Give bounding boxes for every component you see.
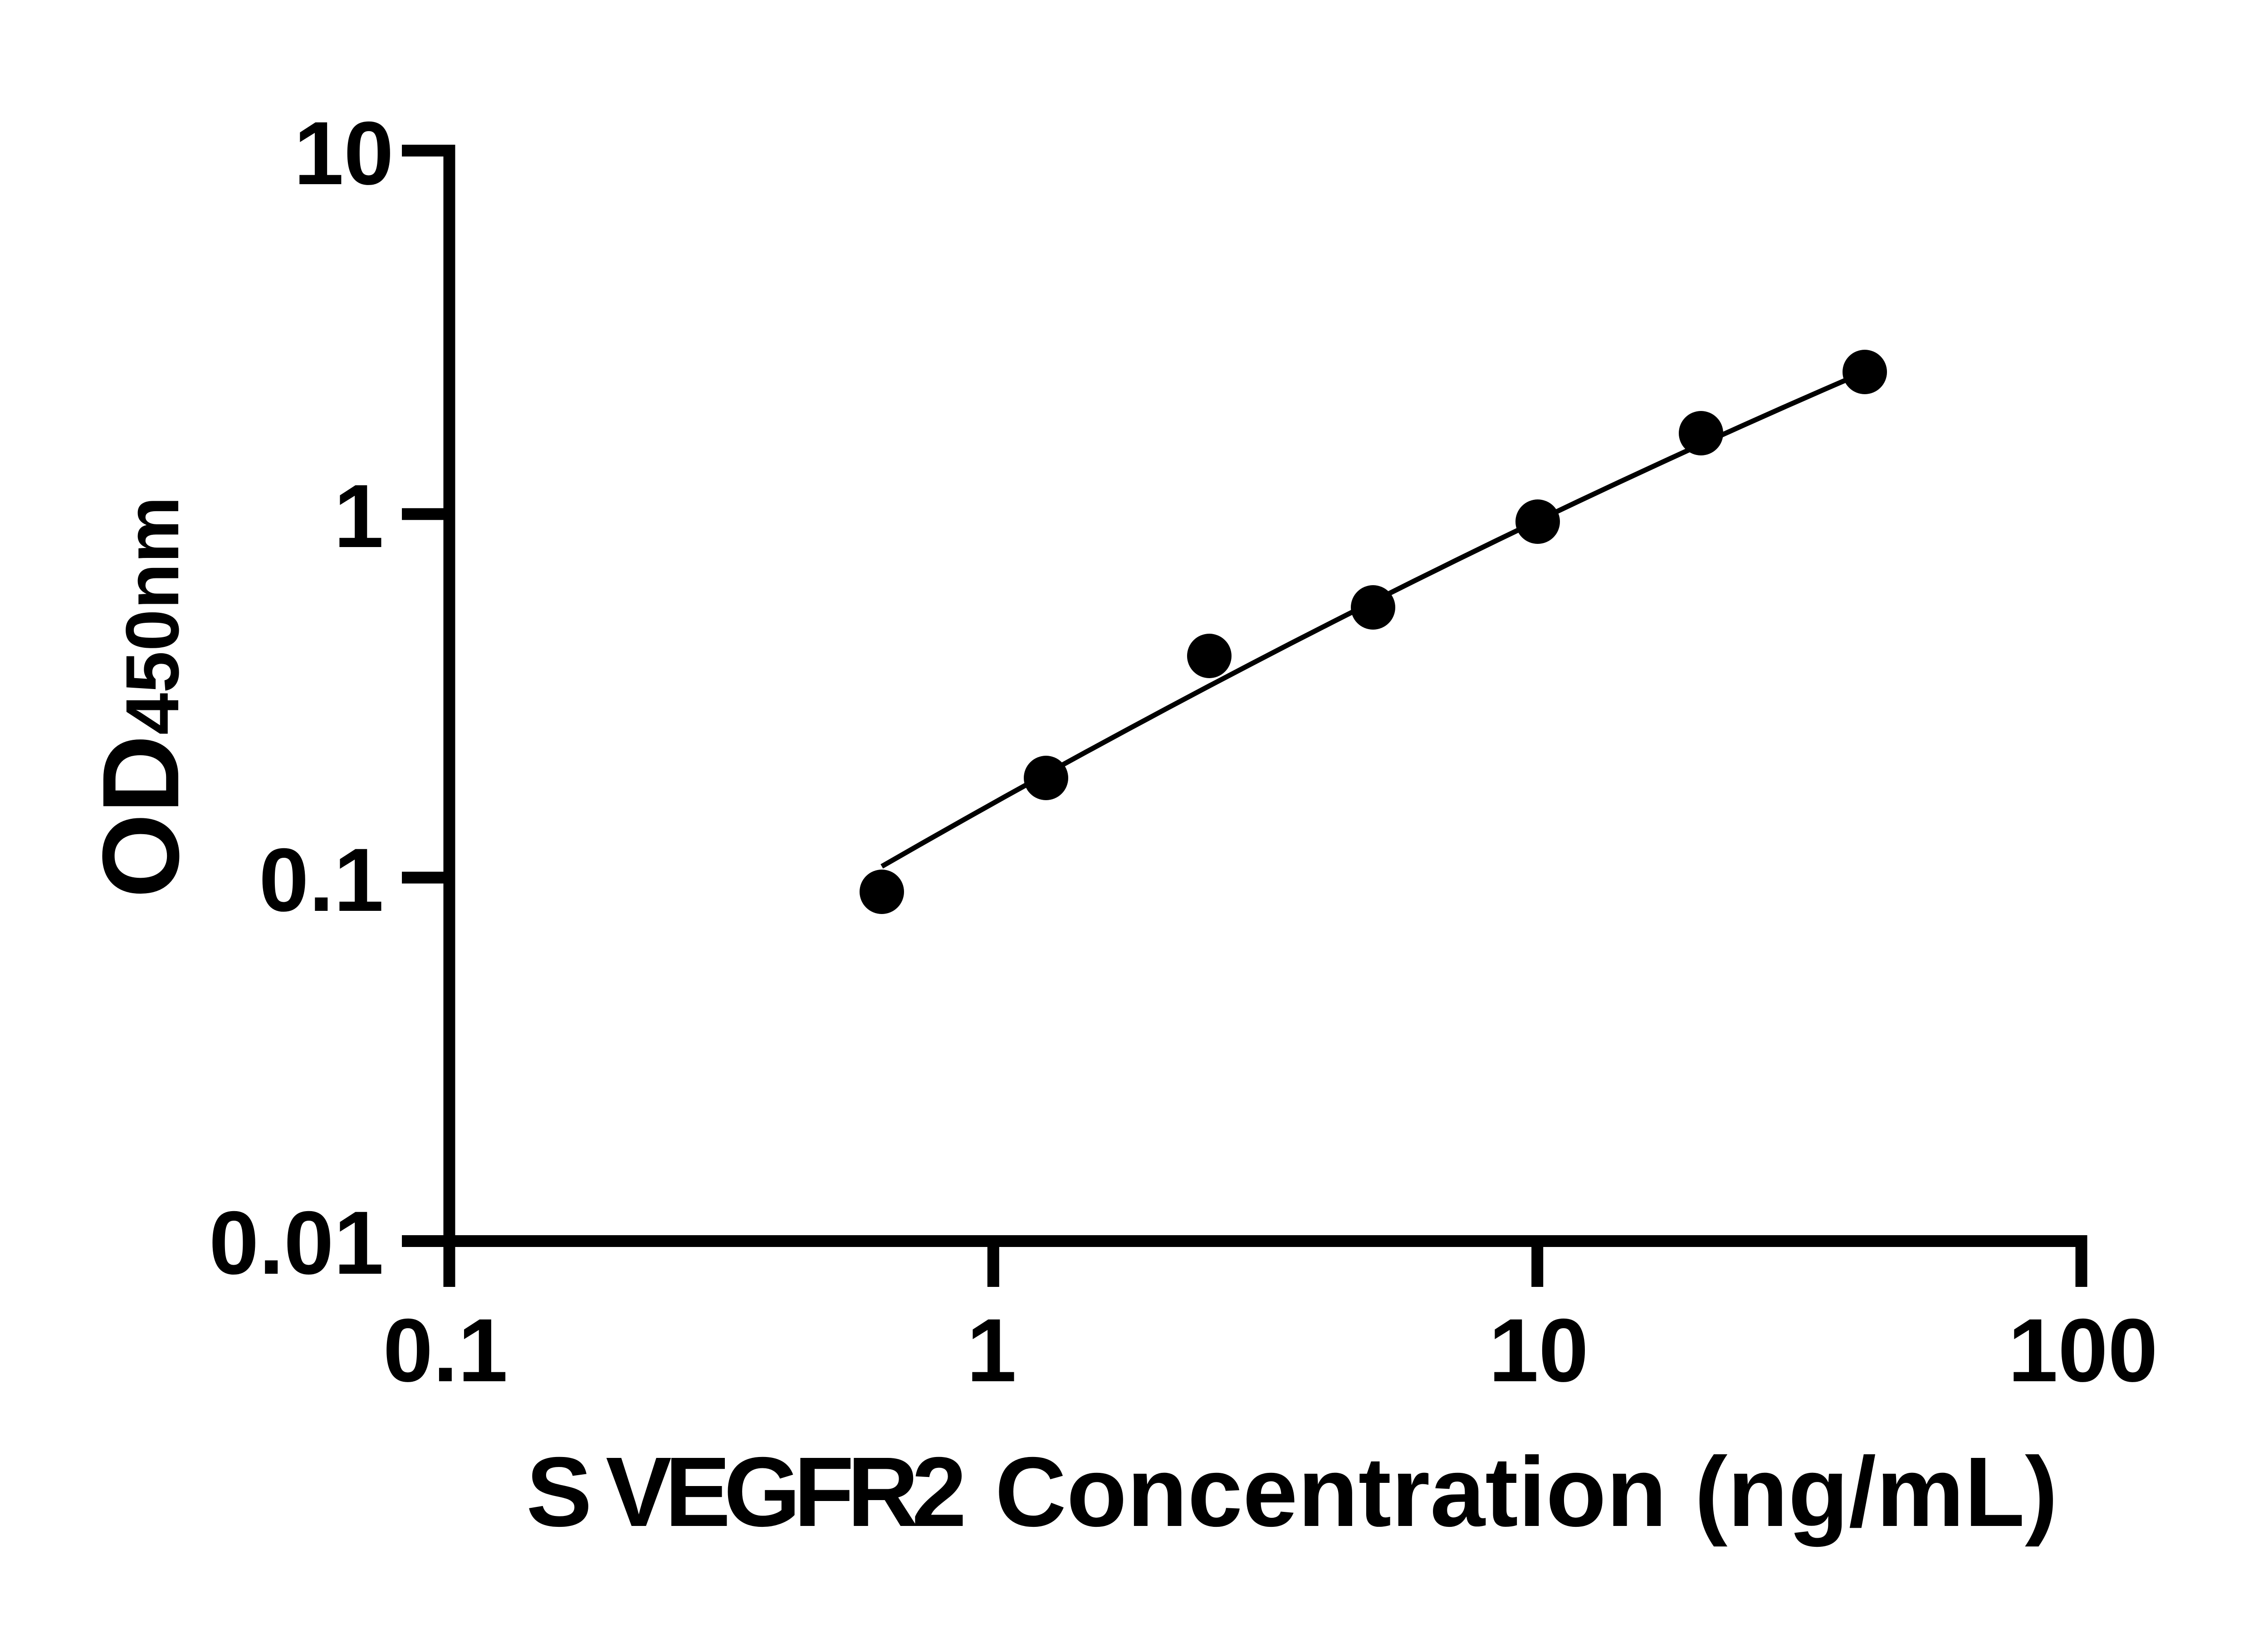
svg-text:Concentration (ng/mL): Concentration (ng/mL) <box>995 1437 2058 1547</box>
svg-text:0.1: 0.1 <box>383 1300 508 1400</box>
svg-text:0.1: 0.1 <box>259 830 384 930</box>
svg-text:S VEGFR2: S VEGFR2 <box>526 1437 963 1547</box>
svg-text:10: 10 <box>294 103 394 203</box>
svg-text:0.01: 0.01 <box>209 1193 384 1293</box>
svg-text:100: 100 <box>2008 1300 2158 1400</box>
svg-text:1: 1 <box>967 1300 1017 1400</box>
svg-text:1: 1 <box>334 466 384 566</box>
svg-text:10: 10 <box>1489 1300 1589 1400</box>
svg-text:OD450nm: OD450nm <box>80 496 201 898</box>
